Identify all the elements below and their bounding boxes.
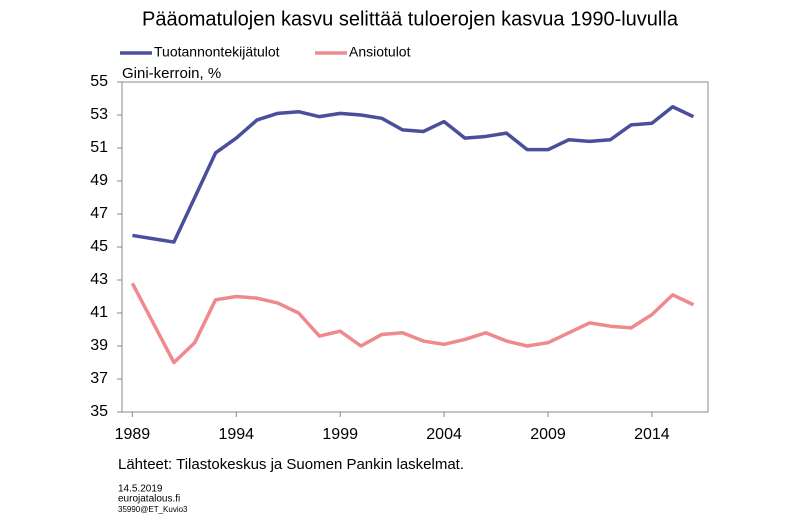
footer-code: 35990@ET_Kuvio3 <box>118 505 188 514</box>
y-axis-label: Gini-kerroin, % <box>122 65 221 82</box>
y-tick-label: 39 <box>90 337 108 354</box>
y-tick-label: 41 <box>90 304 108 321</box>
y-tick-label: 47 <box>90 205 108 222</box>
chart-title: Pääomatulojen kasvu selittää tuloerojen … <box>142 8 679 30</box>
y-tick-label: 55 <box>90 73 108 90</box>
series-line <box>132 105 695 244</box>
x-tick-label: 2004 <box>426 426 462 443</box>
x-tick-label: 1999 <box>322 426 358 443</box>
legend-label: Tuotannontekijätulot <box>154 44 280 60</box>
y-tick-label: 35 <box>90 403 108 420</box>
footer-site: eurojatalous.fi <box>118 494 180 505</box>
y-tick-label: 45 <box>90 238 108 255</box>
y-tick-label: 49 <box>90 172 108 189</box>
x-tick-label: 1989 <box>115 426 151 443</box>
y-tick-label: 37 <box>90 370 108 387</box>
x-tick-label: 2009 <box>530 426 566 443</box>
y-tick-label: 43 <box>90 271 108 288</box>
footer-date: 14.5.2019 <box>118 484 163 495</box>
y-tick-label: 51 <box>90 139 108 156</box>
x-tick-label: 2014 <box>634 426 670 443</box>
series-line <box>130 282 695 365</box>
legend-label: Ansiotulot <box>349 44 411 60</box>
source: Lähteet: Tilastokeskus ja Suomen Pankin … <box>118 456 464 473</box>
x-tick-label: 1994 <box>218 426 254 443</box>
y-tick-label: 53 <box>90 106 108 123</box>
